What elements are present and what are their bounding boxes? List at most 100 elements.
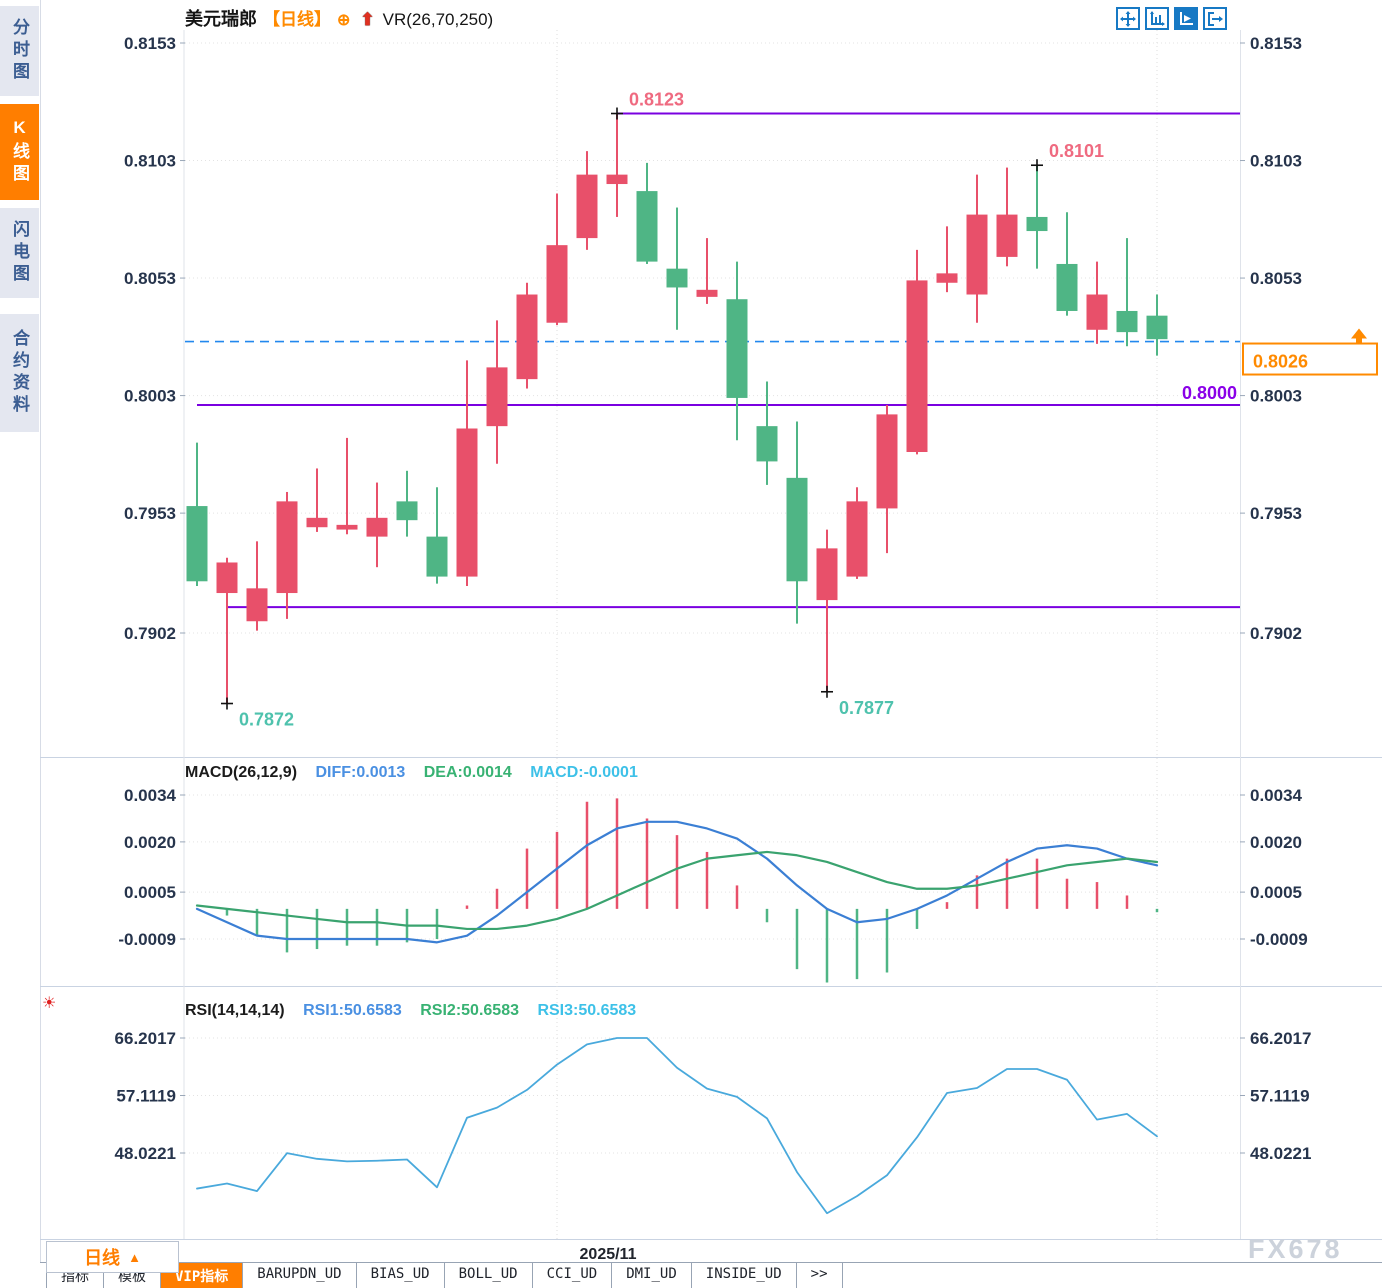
axis-label-right: 57.1119 <box>1250 1087 1310 1106</box>
axis-label-right: 48.0221 <box>1250 1144 1311 1163</box>
macd-pane-title: MACD(26,12,9) DIFF:0.0013 DEA:0.0014 MAC… <box>185 764 638 782</box>
candle-body[interactable] <box>216 562 238 594</box>
axis-label-left: 0.8053 <box>124 269 176 288</box>
bottom-tab-INSIDE_UD[interactable]: INSIDE_UD <box>692 1263 797 1288</box>
fx678-watermark: FX678 <box>1248 1234 1343 1264</box>
candle-body[interactable] <box>456 428 478 577</box>
alert-sun-icon[interactable]: ☀ <box>42 995 57 1012</box>
candle-body[interactable] <box>1116 310 1138 333</box>
candle-body[interactable] <box>846 501 868 577</box>
bottom-tab-BOLL_UD[interactable]: BOLL_UD <box>445 1263 533 1288</box>
bottom-tab-CCI_UD[interactable]: CCI_UD <box>533 1263 613 1288</box>
axis-label-left: 0.0005 <box>124 883 176 902</box>
candle-body[interactable] <box>1086 294 1108 330</box>
rsi3-readout: RSI3:50.6583 <box>537 1002 637 1019</box>
export-right-icon <box>1208 11 1223 26</box>
axis-label-right: -0.0009 <box>1250 930 1308 949</box>
candle-body[interactable] <box>726 299 748 398</box>
round-level-label: 0.8000 <box>1182 383 1237 403</box>
axis-label-right: 66.2017 <box>1250 1029 1311 1048</box>
chart-type-sidebar: 分时图 K线图闪电图合约资料 <box>0 0 41 1288</box>
bottom-tab-模板[interactable]: 模板 <box>104 1263 161 1288</box>
bottom-tab-BIAS_UD[interactable]: BIAS_UD <box>357 1263 445 1288</box>
bottom-tab-DMI_UD[interactable]: DMI_UD <box>612 1263 692 1288</box>
axis-label-left: 0.7902 <box>124 624 176 643</box>
candle-body[interactable] <box>366 517 388 537</box>
sidebar-tab-闪电图[interactable]: 闪电图 <box>0 208 39 298</box>
scale-axes-button[interactable] <box>1145 7 1169 30</box>
candle-body[interactable] <box>786 477 808 582</box>
diff-readout: DIFF:0.0013 <box>315 764 406 781</box>
candle-body[interactable] <box>906 280 928 453</box>
candle-body[interactable] <box>546 245 568 323</box>
candle-body[interactable] <box>396 501 418 521</box>
chart-toolbar <box>1116 7 1227 30</box>
axis-label-right: 0.8153 <box>1250 34 1302 53</box>
scale-axes-play-icon <box>1180 11 1193 25</box>
x-axis-date-label: 2025/11 <box>579 1246 637 1263</box>
sidebar-tab-K线图[interactable]: K线图 <box>0 104 39 200</box>
axis-label-left: 0.8103 <box>124 152 176 171</box>
sidebar-tab-分时图[interactable]: 分时图 <box>0 6 39 96</box>
extreme-price-label: 0.7877 <box>839 698 894 718</box>
export-right-button[interactable] <box>1203 7 1227 30</box>
axis-label-right: 0.7902 <box>1250 624 1302 643</box>
candle-body[interactable] <box>696 289 718 297</box>
candle-body[interactable] <box>1056 263 1078 311</box>
extreme-price-label: 0.8123 <box>629 90 684 110</box>
chart-canvas[interactable]: 0.8153 0.8153 0.8103 0.8103 0.8053 0.8053 0.80… <box>0 0 1382 1240</box>
overlay-indicator-label: VR(26,70,250) <box>382 10 494 29</box>
rsi1-readout: RSI1:50.6583 <box>303 1002 402 1019</box>
symbol-name: 美元瑞郎 <box>185 9 257 29</box>
bottom-tab-指标[interactable]: 指标 <box>46 1263 104 1288</box>
candle-body[interactable] <box>1146 315 1168 340</box>
rsi-line <box>196 1037 1158 1215</box>
sidebar-tab-合约资料[interactable]: 合约资料 <box>0 314 39 432</box>
candle-body[interactable] <box>516 294 538 380</box>
axis-label-left: 0.0034 <box>124 786 177 805</box>
axis-label-right: 0.0034 <box>1250 786 1303 805</box>
axis-label-left: -0.0009 <box>118 930 176 949</box>
macd-diff-line <box>195 820 1159 944</box>
axis-label-left: 0.7953 <box>124 504 176 523</box>
axis-label-left: 48.0221 <box>115 1144 176 1163</box>
add-overlay-icon[interactable]: ⊕ <box>337 12 351 29</box>
candle-body[interactable] <box>996 214 1018 257</box>
extreme-price-label: 0.8101 <box>1049 141 1104 161</box>
candle-body[interactable] <box>246 588 268 622</box>
current-price-value: 0.8026 <box>1253 352 1308 372</box>
move-crosshair-icon <box>1120 10 1136 27</box>
candle-body[interactable] <box>486 367 508 427</box>
candle-body[interactable] <box>186 506 208 582</box>
axis-label-right: 0.0020 <box>1250 833 1302 852</box>
macd-dea-line <box>195 850 1159 931</box>
candle-body[interactable] <box>666 268 688 288</box>
dea-readout: DEA:0.0014 <box>423 764 512 781</box>
indicator-tabs-bar: 指标 模板 VIP指标 BARUPDN_UD BIAS_UD BOLL_UD CCI_UD D… <box>40 1262 1382 1288</box>
candle-body[interactable] <box>936 273 958 283</box>
candle-body[interactable] <box>876 414 898 509</box>
move-crosshair-button[interactable] <box>1116 7 1140 30</box>
candle-body[interactable] <box>636 191 658 262</box>
period-label: 日线 <box>84 1248 121 1268</box>
chart-titlebar: 美元瑞郎 【日线】 ⊕ ⬆ VR(26,70,250) <box>185 5 493 29</box>
axis-label-left: 0.8153 <box>124 34 176 53</box>
scale-axes-play-button[interactable] <box>1174 7 1198 30</box>
candle-body[interactable] <box>756 426 778 462</box>
candle-body[interactable] <box>276 501 298 594</box>
candle-body[interactable] <box>426 536 448 577</box>
candle-body[interactable] <box>576 174 598 239</box>
candle-body[interactable] <box>306 517 328 528</box>
rsi2-readout: RSI2:50.6583 <box>420 1002 519 1019</box>
period-selector-button[interactable]: 日线 ▲ <box>46 1241 179 1273</box>
bottom-tab-BARUPDN_UD[interactable]: BARUPDN_UD <box>243 1263 357 1288</box>
current-price-box <box>1242 342 1378 376</box>
candle-body[interactable] <box>816 548 838 601</box>
price-up-arrow-icon <box>1351 328 1367 344</box>
candle-body[interactable] <box>336 524 358 530</box>
bottom-tab->>[interactable]: >> <box>797 1263 843 1288</box>
candle-body[interactable] <box>966 214 988 295</box>
extreme-price-label: 0.7872 <box>239 710 294 730</box>
candle-body[interactable] <box>1026 216 1048 232</box>
candle-body[interactable] <box>606 174 628 185</box>
